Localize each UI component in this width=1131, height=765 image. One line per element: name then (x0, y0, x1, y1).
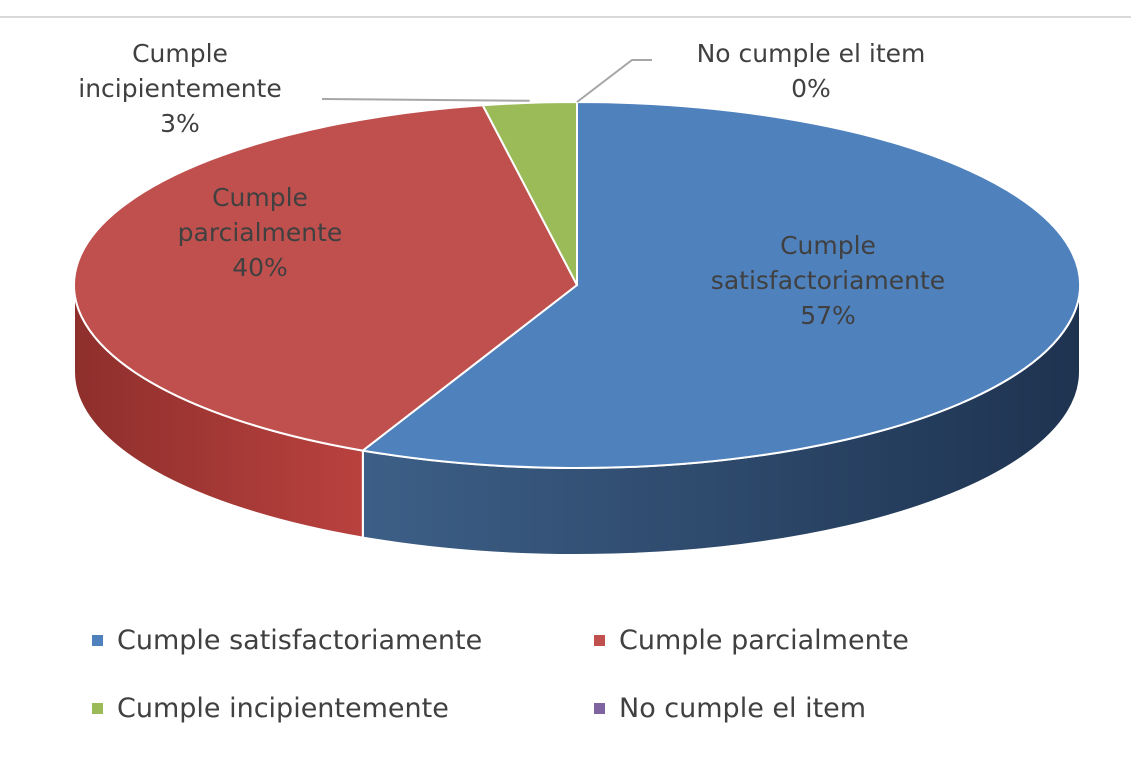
legend-label: Cumple parcialmente (619, 625, 909, 656)
legend-item-parcialmente: Cumple parcialmente (594, 625, 909, 656)
slice-label-satisfactoriamente: Cumple satisfactoriamente 57% (710, 231, 946, 330)
legend-swatch-icon (92, 703, 103, 714)
leader-line-incipientemente (321, 98, 530, 102)
legend-item-satisfactoriamente: Cumple satisfactoriamente (92, 625, 482, 656)
leader-line-no-cumple (576, 59, 652, 103)
legend-label: No cumple el item (619, 693, 867, 724)
slice-incipientemente (481, 100, 578, 286)
slice-label-parcialmente: Cumple parcialmente 40% (177, 183, 343, 282)
slice-label-no-cumple: No cumple el item 0% (696, 39, 926, 103)
legend-item-incipientemente: Cumple incipientemente (92, 693, 449, 724)
slice-label-incipientemente: Cumple incipientemente 3% (78, 39, 282, 138)
legend-swatch-icon (594, 635, 605, 646)
legend-item-no-cumple: No cumple el item (594, 693, 866, 724)
legend-swatch-icon (92, 635, 103, 646)
slice-parcialmente (73, 104, 579, 452)
legend-swatch-icon (594, 703, 605, 714)
legend-label: Cumple satisfactoriamente (117, 625, 483, 656)
slice-satisfactoriamente (360, 100, 1081, 469)
legend-label: Cumple incipientemente (117, 693, 449, 724)
